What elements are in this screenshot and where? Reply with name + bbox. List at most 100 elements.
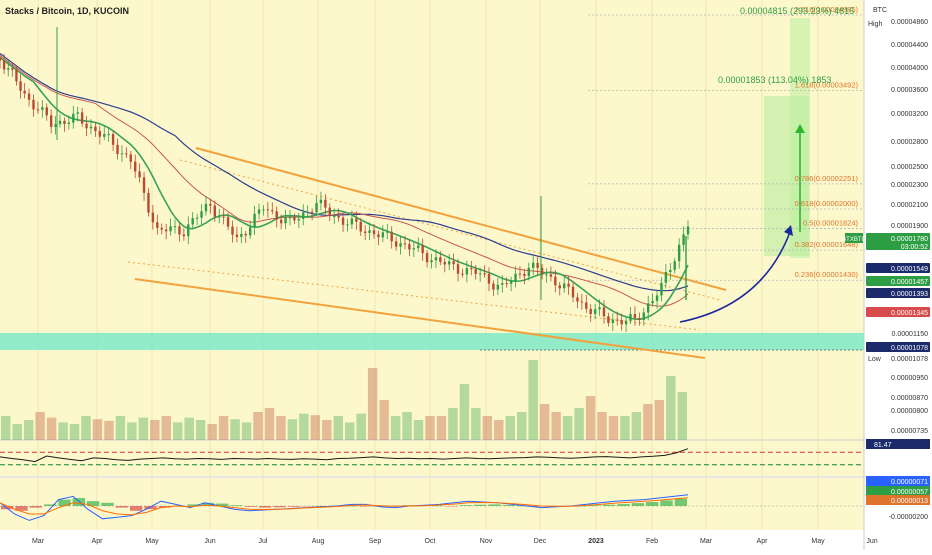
fib-label: 0.5(0.00001824) xyxy=(803,219,859,228)
date-tick-label: Apr xyxy=(92,538,104,545)
volume-bar xyxy=(390,416,401,440)
price-tag xyxy=(866,233,930,250)
candle xyxy=(244,233,247,236)
candle xyxy=(19,81,22,91)
macd-hist-bar xyxy=(431,505,444,507)
volume-bar xyxy=(207,424,217,440)
date-tick-label: May xyxy=(145,538,159,545)
candle xyxy=(669,269,672,273)
candle xyxy=(523,273,526,277)
macd-hist-bar xyxy=(259,506,272,508)
volume-bar xyxy=(654,400,665,440)
volume-bar xyxy=(448,408,458,440)
candle xyxy=(49,115,53,127)
channel-mid-line xyxy=(127,261,701,331)
candle xyxy=(629,314,632,321)
candle xyxy=(567,283,570,287)
candle xyxy=(231,226,234,235)
candle xyxy=(218,216,221,218)
candle xyxy=(297,218,301,221)
candle xyxy=(262,209,265,211)
macd-hist-bar xyxy=(316,506,329,507)
candle xyxy=(328,207,331,217)
macd-hist-bar xyxy=(287,506,300,507)
candle xyxy=(651,300,654,304)
candle xyxy=(638,318,641,320)
fib-label: 0.618(0.00002000) xyxy=(795,199,859,208)
candle xyxy=(23,90,26,94)
volume-bar xyxy=(471,408,481,440)
volume-bar xyxy=(643,404,653,440)
date-tick-label: Aug xyxy=(312,538,325,545)
price-tick-label: 0.00004860 xyxy=(891,19,928,26)
candle xyxy=(616,319,619,321)
candle xyxy=(319,199,323,204)
macd-hist-bar xyxy=(29,506,42,508)
candle xyxy=(390,231,393,242)
candle xyxy=(558,285,561,289)
volume-bar xyxy=(333,416,343,440)
volume-bar xyxy=(46,417,57,440)
volume-bar xyxy=(218,416,229,440)
fib-label: 2.618(0.00004985) xyxy=(795,5,859,14)
volume-bar xyxy=(528,360,538,440)
candle xyxy=(359,221,362,232)
volume-bar xyxy=(92,419,103,440)
candle xyxy=(580,301,584,303)
candle xyxy=(624,320,628,325)
volume-bar xyxy=(505,416,515,440)
candle xyxy=(341,217,345,225)
candle xyxy=(655,295,659,301)
volume-bar xyxy=(482,416,493,440)
candle xyxy=(41,107,44,110)
candle xyxy=(89,126,93,129)
candle xyxy=(133,161,137,172)
candle xyxy=(107,133,110,135)
candle xyxy=(487,274,491,284)
volume-bar xyxy=(551,412,561,440)
volume-bar xyxy=(253,412,263,440)
candle xyxy=(562,283,566,289)
macd-hist-bar xyxy=(15,506,28,511)
price-tag xyxy=(866,342,930,352)
volume-bar xyxy=(345,422,355,440)
candle xyxy=(368,230,371,234)
candle xyxy=(372,230,376,235)
main-pane-bg xyxy=(0,0,864,440)
macd-hist-bar xyxy=(474,504,487,506)
volume-bar xyxy=(379,400,389,440)
macd-hist-bar xyxy=(359,506,372,507)
candle xyxy=(470,268,473,270)
candle xyxy=(434,257,438,261)
candle xyxy=(63,120,66,124)
macd-hist-bar xyxy=(144,506,157,510)
candle xyxy=(169,226,172,232)
candle xyxy=(646,303,650,313)
candle xyxy=(501,283,504,285)
candle xyxy=(633,314,637,319)
candle xyxy=(240,233,243,237)
volume-bar xyxy=(195,420,206,440)
candle xyxy=(540,267,544,275)
volume-bar xyxy=(425,416,435,440)
volume-bar xyxy=(459,384,470,440)
macd-hist-bar xyxy=(58,499,71,506)
candle xyxy=(191,218,194,225)
fib-label: 0.382(0.00001648) xyxy=(795,240,859,249)
candle xyxy=(363,231,367,234)
candle xyxy=(288,217,292,219)
candle xyxy=(58,120,62,125)
candle xyxy=(350,218,354,225)
macd-hist-bar xyxy=(201,502,214,506)
volume-bar xyxy=(322,420,332,440)
volume-bar xyxy=(12,424,22,440)
candle xyxy=(32,99,35,110)
candle xyxy=(76,112,79,114)
candle xyxy=(333,215,336,217)
price-tag-value: 0.00001078 xyxy=(891,345,928,352)
volume-bar xyxy=(402,412,412,440)
macd-value-tag xyxy=(866,486,930,496)
rsi-value-label: 81.47 xyxy=(874,442,892,449)
forecast-arrow xyxy=(679,231,791,323)
